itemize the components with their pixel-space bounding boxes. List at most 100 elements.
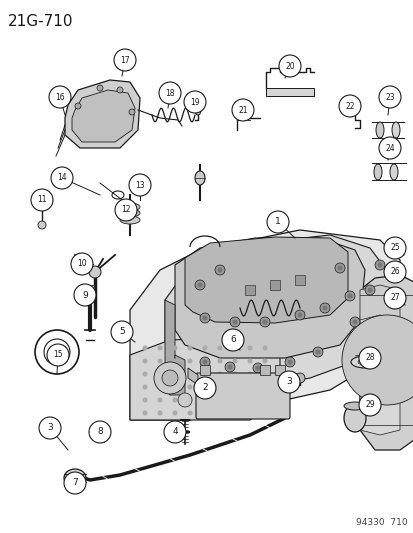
Circle shape xyxy=(202,316,207,320)
Circle shape xyxy=(114,49,136,71)
Circle shape xyxy=(217,268,222,272)
Ellipse shape xyxy=(120,209,140,217)
Polygon shape xyxy=(165,300,175,390)
Circle shape xyxy=(178,393,192,407)
Bar xyxy=(96,428,104,442)
Circle shape xyxy=(157,384,162,390)
Bar xyxy=(244,285,254,295)
Circle shape xyxy=(202,359,207,364)
Circle shape xyxy=(217,359,222,364)
Circle shape xyxy=(232,398,237,402)
Circle shape xyxy=(367,287,372,293)
Circle shape xyxy=(202,345,207,351)
Text: 3: 3 xyxy=(47,424,53,432)
Circle shape xyxy=(319,303,329,313)
Circle shape xyxy=(351,319,357,325)
Circle shape xyxy=(262,359,267,364)
Circle shape xyxy=(71,253,93,275)
Circle shape xyxy=(172,410,177,416)
Circle shape xyxy=(154,362,185,394)
Circle shape xyxy=(338,95,360,117)
Text: 5: 5 xyxy=(119,327,125,336)
Circle shape xyxy=(252,363,262,373)
Circle shape xyxy=(202,384,207,390)
Circle shape xyxy=(172,384,177,390)
Circle shape xyxy=(157,410,162,416)
Circle shape xyxy=(202,410,207,416)
Text: 4: 4 xyxy=(172,427,177,437)
Text: 24: 24 xyxy=(384,143,394,152)
Circle shape xyxy=(383,261,405,283)
Circle shape xyxy=(277,371,299,393)
Text: 6: 6 xyxy=(230,335,235,344)
Circle shape xyxy=(383,237,405,259)
Circle shape xyxy=(217,410,222,416)
Circle shape xyxy=(142,398,147,402)
Polygon shape xyxy=(130,336,279,420)
Ellipse shape xyxy=(343,402,365,410)
Circle shape xyxy=(39,417,61,439)
Circle shape xyxy=(378,137,400,159)
Text: 21: 21 xyxy=(237,106,247,115)
Circle shape xyxy=(157,359,162,364)
Polygon shape xyxy=(359,275,413,450)
Circle shape xyxy=(157,345,162,351)
Circle shape xyxy=(187,384,192,390)
Circle shape xyxy=(117,87,123,93)
Circle shape xyxy=(202,372,207,376)
Circle shape xyxy=(161,370,178,386)
Polygon shape xyxy=(65,80,140,148)
Circle shape xyxy=(142,359,147,364)
Circle shape xyxy=(51,167,73,189)
Circle shape xyxy=(142,384,147,390)
Circle shape xyxy=(247,372,252,376)
Circle shape xyxy=(89,266,101,278)
Circle shape xyxy=(312,347,322,357)
Circle shape xyxy=(172,398,177,402)
Circle shape xyxy=(157,372,162,376)
Circle shape xyxy=(89,421,111,443)
Circle shape xyxy=(358,394,380,416)
Circle shape xyxy=(159,82,180,104)
Text: 11: 11 xyxy=(37,196,47,205)
Bar xyxy=(274,365,284,375)
Circle shape xyxy=(247,384,252,390)
Circle shape xyxy=(187,410,192,416)
Circle shape xyxy=(172,372,177,376)
Text: 19: 19 xyxy=(190,98,199,107)
Text: 18: 18 xyxy=(165,88,174,98)
Circle shape xyxy=(247,345,252,351)
Circle shape xyxy=(214,265,224,275)
Ellipse shape xyxy=(195,171,204,185)
Ellipse shape xyxy=(195,105,201,115)
Text: 10: 10 xyxy=(77,260,87,269)
Polygon shape xyxy=(359,285,399,325)
Circle shape xyxy=(262,384,267,390)
Circle shape xyxy=(232,410,237,416)
Polygon shape xyxy=(359,315,399,360)
Bar xyxy=(199,365,209,375)
Text: 28: 28 xyxy=(364,353,374,362)
Polygon shape xyxy=(130,230,399,420)
Circle shape xyxy=(202,398,207,402)
Polygon shape xyxy=(165,355,185,395)
Circle shape xyxy=(172,359,177,364)
Ellipse shape xyxy=(120,216,140,224)
Circle shape xyxy=(297,312,302,318)
Ellipse shape xyxy=(373,164,381,180)
Ellipse shape xyxy=(375,122,383,138)
Text: 27: 27 xyxy=(389,294,399,303)
Circle shape xyxy=(259,317,269,327)
Text: 14: 14 xyxy=(57,174,66,182)
Ellipse shape xyxy=(350,356,378,368)
Polygon shape xyxy=(72,90,135,142)
Circle shape xyxy=(315,350,320,354)
Circle shape xyxy=(364,285,374,295)
Circle shape xyxy=(247,398,252,402)
Circle shape xyxy=(75,103,81,109)
Text: 26: 26 xyxy=(389,268,399,277)
Circle shape xyxy=(354,328,413,392)
Circle shape xyxy=(278,55,300,77)
Circle shape xyxy=(294,310,304,320)
Ellipse shape xyxy=(120,203,140,211)
